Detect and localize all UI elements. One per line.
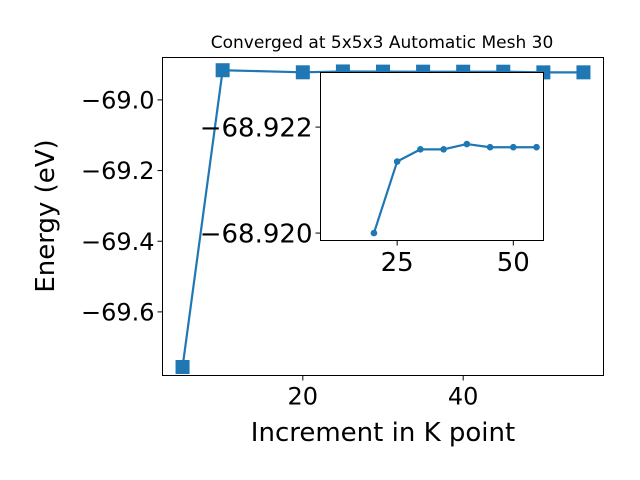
inset-y-tick-label: −68.922 [200,113,313,143]
main-x-tick-label: 40 [448,382,479,410]
inset-series [370,140,540,237]
inset-data-point [486,143,494,151]
main-y-tick-label: −69.4 [81,228,155,256]
main-x-axis: 20 40 [288,375,479,410]
inset-data-point [417,146,424,153]
main-y-axis: −69.6 −69.4 −69.2 −69.0 [81,87,163,327]
inset-x-tick-label: 25 [381,248,414,278]
main-y-tick-label: −69.6 [81,299,155,327]
chart-title: Converged at 5x5x3 Automatic Mesh 30 [211,33,554,53]
main-y-tick-label: −69.2 [81,157,155,185]
inset-y-axis: −68.922 −68.920 [200,113,321,249]
inset-plot-area [320,72,544,241]
x-axis-label: Increment in K point [251,418,515,448]
inset-x-axis: 25 50 [381,240,530,278]
inset-x-tick-label: 50 [497,248,530,278]
inset-data-point [510,143,517,151]
inset-data-point [393,158,401,165]
inset-data-point [440,146,447,153]
inset-data-point [463,140,471,148]
inset-data-point [533,143,540,151]
y-axis-label: Energy (eV) [31,139,61,292]
inset-series-line [372,142,537,234]
main-data-point [576,65,591,80]
main-y-tick-label: −69.0 [81,87,155,115]
main-data-point [215,63,230,78]
inset-y-tick-label: −68.920 [200,219,313,249]
inset-data-point [370,229,378,237]
main-x-tick-label: 20 [288,382,319,410]
main-data-point [175,360,190,375]
main-data-point [295,65,310,80]
